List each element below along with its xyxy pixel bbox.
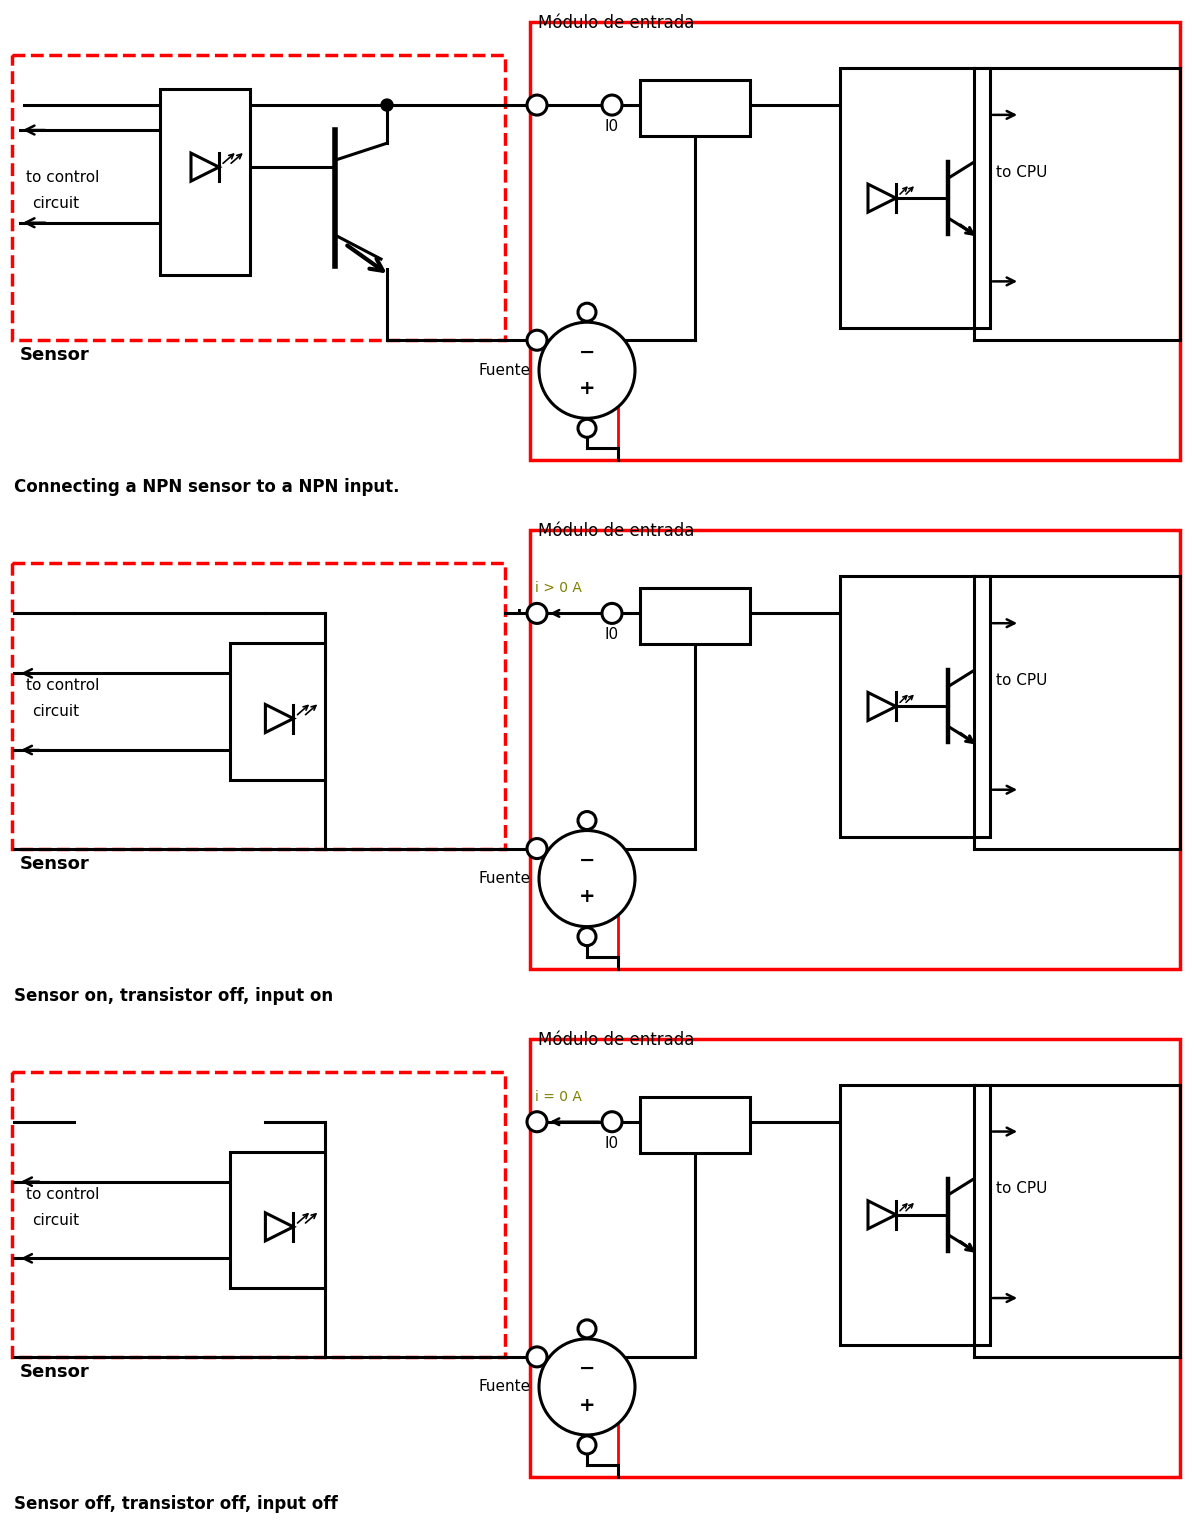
Text: i > 0 A: i > 0 A: [535, 581, 582, 595]
Text: Sensor: Sensor: [20, 1363, 90, 1382]
Circle shape: [527, 95, 547, 114]
Text: to control: to control: [26, 1186, 99, 1202]
Text: to control: to control: [26, 679, 99, 694]
Bar: [840, 576, 990, 837]
Text: Sensor: Sensor: [20, 346, 90, 364]
Text: Sensor on, transistor off, input on: Sensor on, transistor off, input on: [14, 987, 334, 1005]
Text: to CPU: to CPU: [996, 1182, 1048, 1196]
Text: i = 0 A: i = 0 A: [535, 1090, 582, 1104]
Text: −: −: [579, 343, 596, 361]
Circle shape: [539, 1339, 635, 1435]
Circle shape: [527, 1347, 547, 1366]
Circle shape: [602, 604, 622, 624]
Text: Sensor off, transistor off, input off: Sensor off, transistor off, input off: [14, 1494, 337, 1513]
Text: Fuente: Fuente: [478, 1380, 531, 1394]
Bar: [160, 90, 250, 274]
Bar: [840, 69, 990, 328]
Bar: [12, 563, 505, 848]
Text: +: +: [579, 380, 596, 398]
Circle shape: [527, 604, 547, 624]
Text: Sensor: Sensor: [20, 854, 90, 872]
Circle shape: [527, 1112, 547, 1132]
Text: to CPU: to CPU: [996, 165, 1048, 180]
Text: Fuente: Fuente: [478, 363, 531, 378]
Bar: [12, 55, 505, 340]
Circle shape: [527, 839, 547, 859]
Text: +: +: [579, 888, 596, 906]
Text: to CPU: to CPU: [996, 673, 1048, 688]
Bar: [640, 589, 750, 645]
Circle shape: [539, 322, 635, 418]
Bar: [640, 79, 750, 136]
Text: circuit: circuit: [32, 705, 79, 720]
Text: Módulo de entrada: Módulo de entrada: [538, 523, 695, 540]
Text: −: −: [579, 851, 596, 869]
Bar: [530, 1039, 1180, 1478]
Text: Connecting a NPN sensor to a NPN input.: Connecting a NPN sensor to a NPN input.: [14, 479, 399, 496]
Bar: [640, 1096, 750, 1153]
Bar: [530, 21, 1180, 461]
Text: circuit: circuit: [32, 197, 79, 210]
Text: I0: I0: [605, 1136, 620, 1151]
Text: I0: I0: [605, 119, 620, 134]
Circle shape: [527, 331, 547, 351]
Circle shape: [602, 95, 622, 114]
Circle shape: [578, 1437, 596, 1453]
Text: Fuente: Fuente: [478, 871, 531, 886]
Bar: [230, 644, 325, 781]
Circle shape: [578, 1319, 596, 1337]
Text: −: −: [579, 1359, 596, 1379]
Text: circuit: circuit: [32, 1212, 79, 1228]
Bar: [230, 1151, 325, 1289]
Text: +: +: [579, 1395, 596, 1415]
Circle shape: [578, 811, 596, 830]
Circle shape: [578, 303, 596, 322]
Text: to control: to control: [26, 171, 99, 185]
Circle shape: [539, 831, 635, 927]
Text: Módulo de entrada: Módulo de entrada: [538, 14, 695, 32]
Bar: [12, 1072, 505, 1357]
Circle shape: [602, 1112, 622, 1132]
Bar: [840, 1084, 990, 1345]
Text: Módulo de entrada: Módulo de entrada: [538, 1031, 695, 1049]
Circle shape: [578, 419, 596, 438]
Text: I0: I0: [605, 627, 620, 642]
Text: ...: ...: [515, 592, 542, 619]
Circle shape: [382, 99, 393, 111]
Circle shape: [578, 927, 596, 946]
Bar: [530, 531, 1180, 968]
